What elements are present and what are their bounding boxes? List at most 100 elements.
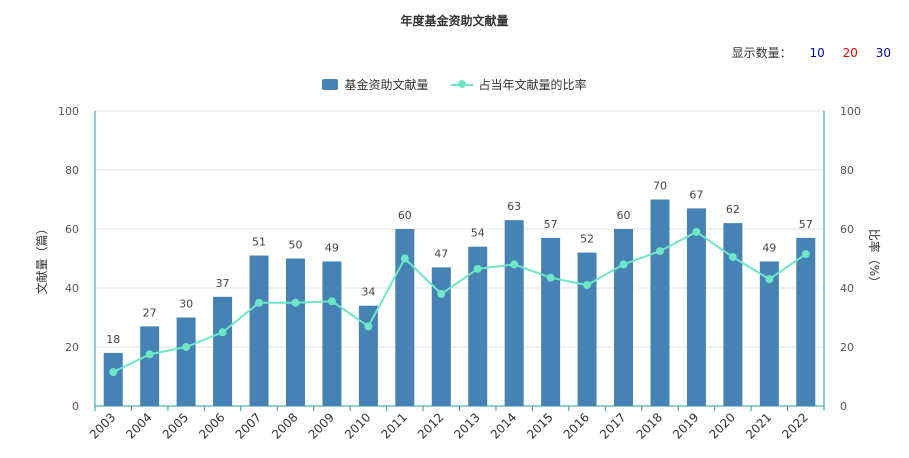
bar — [686, 208, 706, 406]
x-tick-label: 2020 — [706, 410, 737, 441]
bar-value-label: 54 — [471, 227, 485, 240]
ratio-point — [182, 343, 191, 351]
x-tick-label: 2014 — [488, 410, 519, 441]
y-tick-label-left: 100 — [58, 105, 79, 118]
y-tick-label-right: 20 — [840, 341, 854, 354]
bar-value-label: 50 — [288, 239, 302, 252]
y-tick-label-right: 80 — [840, 164, 854, 177]
bar — [249, 255, 269, 406]
bar — [431, 267, 451, 406]
x-tick-label: 2015 — [524, 410, 555, 441]
bar — [614, 229, 634, 406]
legend-item-line-series[interactable]: 占当年文献量的比率 — [450, 76, 587, 93]
y-axis-title-right: 比率（%） — [867, 229, 882, 288]
x-tick-label: 2005 — [160, 410, 191, 441]
ratio-point — [109, 368, 118, 377]
ratio-point — [291, 298, 300, 307]
bar — [140, 326, 160, 406]
legend-line-label: 占当年文献量的比率 — [478, 78, 587, 92]
bar-value-label: 37 — [216, 277, 230, 290]
y-tick-label-right: 40 — [840, 282, 854, 295]
x-tick-label: 2006 — [196, 410, 227, 441]
ratio-point — [255, 298, 264, 307]
y-axis-title-left: 文献量（篇） — [34, 222, 49, 294]
x-tick-label: 2003 — [87, 410, 118, 441]
x-tick-label: 2010 — [342, 410, 373, 441]
ratio-point — [655, 247, 664, 256]
x-tick-label: 2013 — [451, 410, 482, 441]
x-tick-label: 2018 — [634, 410, 665, 441]
bar-value-label: 52 — [580, 233, 594, 246]
x-tick-label: 2009 — [306, 410, 337, 441]
bar — [796, 237, 816, 406]
bar — [541, 237, 561, 406]
bar — [723, 223, 743, 406]
ratio-point — [364, 322, 373, 331]
y-tick-label-left: 60 — [65, 223, 79, 236]
bar-value-label: 57 — [544, 218, 558, 231]
x-tick-label: 2004 — [123, 410, 154, 441]
y-tick-label-right: 60 — [840, 223, 854, 236]
bar — [103, 352, 123, 406]
bar — [759, 261, 779, 406]
display-count-selector: 显示数量： 10 20 30 — [732, 44, 891, 61]
x-tick-label: 2022 — [779, 410, 810, 441]
ratio-point — [692, 227, 701, 236]
y-tick-label-left: 80 — [65, 164, 79, 177]
ratio-point — [145, 350, 154, 359]
y-tick-label-right: 0 — [840, 400, 847, 413]
legend-bar-label: 基金资助文献量 — [344, 78, 429, 92]
ratio-point — [510, 260, 519, 269]
bar — [322, 261, 342, 406]
bar-value-label: 27 — [143, 306, 157, 319]
bar-value-label: 60 — [617, 209, 631, 222]
bar-value-label: 49 — [762, 241, 776, 254]
bar — [213, 296, 233, 406]
bar-value-label: 51 — [252, 236, 266, 249]
bar — [358, 305, 378, 406]
display-count-option-20[interactable]: 20 — [842, 46, 858, 60]
display-count-option-10[interactable]: 10 — [809, 46, 825, 60]
bar-value-label: 57 — [799, 218, 813, 231]
bar — [577, 252, 597, 406]
bar-value-label: 49 — [325, 241, 339, 254]
ratio-point — [546, 273, 555, 282]
ratio-point — [728, 253, 737, 262]
x-tick-label: 2012 — [415, 410, 446, 441]
chart-title: 年度基金资助文献量 — [400, 14, 509, 28]
x-tick-label: 2007 — [233, 410, 264, 441]
bar-value-label: 34 — [361, 286, 375, 299]
bar-value-label: 67 — [689, 188, 703, 201]
legend-line-swatch — [450, 79, 473, 90]
bar-value-label: 30 — [179, 298, 193, 311]
ratio-point — [400, 254, 409, 263]
bar — [395, 229, 415, 406]
ratio-point — [218, 328, 227, 337]
ratio-line — [112, 230, 807, 373]
ratio-point — [327, 297, 336, 306]
x-tick-label: 2019 — [670, 410, 701, 441]
legend-item-bar-series[interactable]: 基金资助文献量 — [322, 76, 429, 93]
display-count-label: 显示数量： — [731, 46, 792, 60]
ratio-point — [473, 264, 482, 273]
bar — [285, 258, 305, 406]
y-tick-label-left: 20 — [65, 341, 79, 354]
bar-value-label: 60 — [398, 209, 412, 222]
bar-value-label: 63 — [507, 200, 521, 213]
display-count-option-30[interactable]: 30 — [875, 46, 891, 60]
bar — [176, 317, 196, 406]
y-tick-label-left: 0 — [72, 400, 79, 413]
x-tick-label: 2008 — [269, 410, 300, 441]
ratio-point — [583, 281, 592, 290]
bar — [504, 220, 524, 406]
ratio-point — [765, 275, 774, 284]
x-tick-label: 2021 — [743, 410, 774, 441]
legend-bar-swatch — [322, 79, 339, 90]
bar-value-label: 70 — [653, 180, 667, 193]
bar — [650, 199, 670, 406]
x-tick-label: 2017 — [597, 410, 628, 441]
y-tick-label-right: 100 — [840, 105, 861, 118]
ratio-point — [619, 260, 628, 269]
chart-legend: 基金资助文献量 占当年文献量的比率 — [0, 76, 909, 93]
